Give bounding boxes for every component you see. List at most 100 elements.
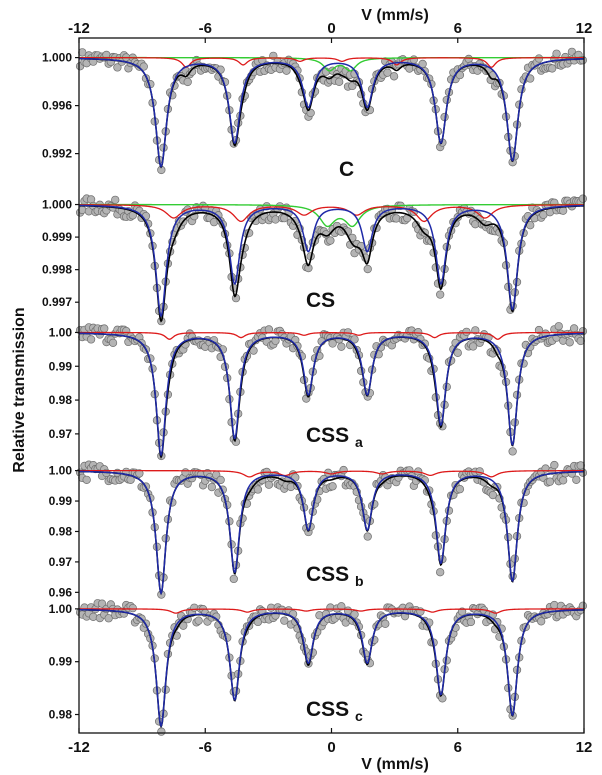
y-tick-label: 1.00 bbox=[49, 325, 73, 339]
x-axis-title-top: V (mm/s) bbox=[361, 7, 429, 24]
panel-label: C bbox=[339, 158, 354, 181]
panel-3: CSS a bbox=[75, 322, 588, 461]
y-tick-label: 0.96 bbox=[49, 585, 73, 599]
panels-group: C CS CSS a CSS b CSS c bbox=[75, 47, 588, 736]
panel-4: CSS b bbox=[75, 460, 588, 599]
y-tick-label: 0.99 bbox=[49, 655, 73, 669]
data-point bbox=[328, 482, 337, 491]
data-point bbox=[488, 490, 498, 500]
y-tick-label: 0.99 bbox=[49, 494, 73, 508]
y-axis-title: Relative transmission bbox=[11, 307, 28, 472]
data-point bbox=[558, 476, 568, 485]
panel-label: CSS bbox=[306, 563, 349, 586]
data-point bbox=[558, 206, 568, 215]
x-axis-title-bottom: V (mm/s) bbox=[361, 756, 429, 773]
data-point bbox=[550, 460, 559, 470]
x-tick-label-bottom: -12 bbox=[68, 739, 90, 756]
x-tick-label-bottom: 0 bbox=[327, 739, 335, 756]
x-tick-label-top: -12 bbox=[68, 20, 90, 37]
data-point bbox=[194, 616, 203, 625]
y-tick-label: 0.98 bbox=[49, 524, 73, 538]
data-point bbox=[545, 477, 555, 486]
y-tick-label: 0.97 bbox=[49, 555, 73, 569]
data-point bbox=[113, 63, 122, 72]
data-point bbox=[462, 327, 471, 337]
data-point bbox=[157, 727, 166, 736]
data-point bbox=[554, 322, 563, 331]
panel-2: CS bbox=[75, 194, 588, 326]
y-tick-label: 1.00 bbox=[49, 602, 73, 616]
y-tick-label: 1.00 bbox=[49, 464, 73, 478]
axes-group: 1.0000.9960.9921.0000.9990.9980.9971.000… bbox=[42, 20, 592, 756]
minor-sextet-curve-panel-1 bbox=[79, 56, 584, 68]
data-point bbox=[409, 55, 418, 64]
y-tick-label: 0.98 bbox=[49, 708, 73, 722]
doublet-curve-panel-2 bbox=[79, 203, 584, 228]
x-tick-label-top: 12 bbox=[576, 20, 593, 37]
data-point bbox=[306, 108, 315, 118]
data-point bbox=[466, 617, 476, 627]
data-point bbox=[363, 264, 372, 274]
y-tick-label: 1.000 bbox=[42, 51, 72, 65]
panel-label: CSS bbox=[306, 698, 349, 721]
data-point bbox=[389, 72, 399, 81]
x-tick-label-bottom: 6 bbox=[454, 739, 462, 756]
data-point bbox=[264, 325, 274, 334]
data-point bbox=[455, 485, 465, 494]
x-tick-label-bottom: 12 bbox=[576, 739, 593, 756]
data-point bbox=[337, 342, 346, 351]
main-sextet-curve-panel-3 bbox=[78, 332, 585, 457]
panel-label-subscript: b bbox=[355, 573, 364, 589]
panel-label: CSS bbox=[306, 424, 349, 447]
data-point bbox=[139, 62, 148, 71]
data-point bbox=[578, 194, 588, 203]
panel-5: CSS c bbox=[75, 599, 588, 736]
data-point bbox=[381, 619, 390, 628]
data-point bbox=[418, 59, 427, 69]
x-tick-label-bottom: -6 bbox=[199, 739, 212, 756]
data-point bbox=[282, 66, 291, 75]
data-point bbox=[438, 694, 447, 703]
data-point bbox=[128, 603, 137, 613]
minor-sextet-curve-panel-4 bbox=[79, 469, 584, 478]
data-point bbox=[280, 616, 289, 625]
main-sextet-curve-panel-2 bbox=[78, 204, 585, 318]
y-tick-label: 0.97 bbox=[49, 427, 73, 441]
data-point bbox=[383, 68, 392, 77]
y-tick-label: 0.998 bbox=[42, 263, 72, 277]
y-tick-label: 0.992 bbox=[42, 147, 72, 161]
data-point bbox=[548, 64, 557, 73]
data-point bbox=[82, 475, 91, 484]
data-point bbox=[326, 236, 335, 245]
data-point bbox=[183, 77, 192, 87]
data-point bbox=[565, 338, 574, 347]
panel-label-subscript: c bbox=[355, 708, 363, 724]
data-point bbox=[207, 482, 216, 492]
data-point bbox=[86, 335, 96, 344]
data-point bbox=[337, 602, 346, 611]
data-point bbox=[475, 467, 484, 476]
data-point bbox=[414, 327, 423, 337]
data-point bbox=[436, 568, 445, 577]
x-tick-label-top: 0 bbox=[327, 20, 335, 37]
data-point bbox=[468, 342, 478, 351]
data-point bbox=[108, 338, 118, 347]
y-tick-label: 1.000 bbox=[42, 198, 72, 212]
total-fit-curve-panel-2 bbox=[78, 204, 585, 323]
data-point bbox=[534, 54, 544, 63]
y-tick-label: 0.98 bbox=[49, 393, 73, 407]
y-tick-label: 0.99 bbox=[49, 359, 73, 373]
data-point bbox=[104, 614, 113, 623]
data-point bbox=[135, 469, 144, 478]
data-point bbox=[363, 532, 372, 541]
data-point bbox=[229, 574, 238, 584]
y-tick-label: 0.996 bbox=[42, 99, 72, 113]
data-point bbox=[508, 447, 517, 456]
data-point bbox=[537, 617, 546, 626]
minor-sextet-curve-panel-5 bbox=[79, 608, 584, 614]
data-point bbox=[253, 485, 263, 494]
y-tick-label: 0.997 bbox=[42, 295, 72, 309]
y-tick-label: 0.999 bbox=[42, 230, 72, 244]
minor-sextet-curve-panel-3 bbox=[79, 331, 584, 340]
